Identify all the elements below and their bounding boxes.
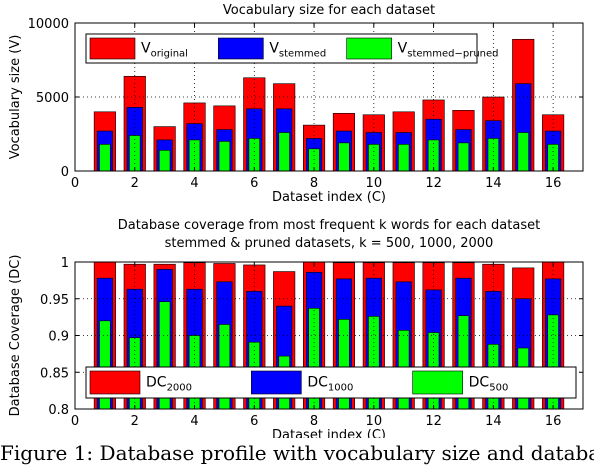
x-tick-label: 6 (250, 414, 258, 429)
x-tick-label: 0 (71, 176, 79, 191)
bar-stemmed-pruned-13 (457, 142, 470, 172)
legend-swatch (89, 370, 141, 395)
y-tick-label: 0.9 (48, 330, 69, 345)
x-tick-label: 4 (190, 176, 198, 191)
x-tick-label: 4 (190, 414, 198, 429)
legend-entry: Vstemmed−pruned (398, 41, 499, 60)
legend-box (85, 33, 478, 64)
chart-title: Vocabulary size for each dataset (223, 3, 435, 18)
x-tick-label: 16 (545, 176, 562, 191)
y-tick-label: 10000 (28, 17, 69, 32)
x-tick-label: 10 (366, 414, 383, 429)
chart-1: Vocabulary size for each dataset 0 2 4 6 8 10 1… (8, 3, 584, 205)
ticks: 0 2 4 6 8 10 12 14 16 0.8 0.85 0.9 0.95 1 (40, 256, 583, 429)
legend-entry: Voriginal (141, 41, 188, 60)
figure-caption: Figure 1: Database profile with vocabula… (0, 441, 594, 465)
bars (93, 38, 565, 172)
y-tick-label: 0 (61, 165, 69, 180)
bar-stemmed-pruned-7 (278, 132, 290, 172)
chart-title: Database coverage from most frequent k w… (118, 218, 540, 233)
legend-swatch (251, 370, 302, 395)
y-tick-label: 0.85 (40, 366, 69, 381)
y-axis-label: Vocabulary size (V) (8, 35, 23, 160)
x-tick-label: 2 (131, 414, 139, 429)
x-tick-label: 2 (131, 176, 139, 191)
legend-entry: DC1000 (307, 375, 353, 394)
bar-stemmed-pruned-1 (99, 144, 111, 172)
x-tick-label: 14 (485, 176, 502, 191)
x-axis-label: Dataset index (C) (272, 190, 386, 205)
x-tick-label: 0 (71, 414, 79, 429)
y-tick-label: 5000 (36, 91, 69, 106)
bar-stemmed-pruned-15 (517, 132, 529, 172)
legend-box (85, 366, 577, 399)
y-tick-label: 0.95 (40, 293, 69, 308)
legend: DC2000 DC1000 DC500 (85, 366, 577, 399)
legend: Voriginal Vstemmed Vstemmed−pruned (85, 33, 499, 64)
legend-swatch (346, 37, 392, 60)
legend-swatch (218, 37, 264, 60)
legend-entry: DC500 (469, 375, 509, 394)
x-tick-label: 12 (425, 176, 442, 191)
x-tick-label: 8 (310, 176, 318, 191)
legend-entry: Vstemmed (269, 41, 326, 60)
legend-entry: DC2000 (146, 375, 192, 394)
x-tick-label: 6 (250, 176, 258, 191)
bar-stemmed-pruned-9 (338, 142, 350, 172)
y-axis-label: Database Coverage (DC) (8, 255, 23, 417)
legend-swatch (89, 37, 136, 60)
bar-stemmed-pruned-5 (218, 141, 231, 172)
legend-swatch (412, 370, 463, 395)
x-tick-label: 12 (425, 414, 442, 429)
chart-subtitle: stemmed & pruned datasets, k = 500, 1000… (165, 236, 494, 251)
bar-stemmed-pruned-2 (129, 135, 141, 172)
bar-stemmed-pruned-3 (158, 149, 171, 172)
x-tick-label: 14 (485, 414, 502, 429)
x-tick-label: 10 (366, 176, 383, 191)
x-tick-label: 8 (310, 414, 318, 429)
x-tick-label: 16 (545, 414, 562, 429)
x-axis-label: Dataset index (C) (272, 428, 386, 438)
ticks: 0 2 4 6 8 10 12 14 16 0 5000 10000 (28, 17, 583, 191)
chart-2: Database coverage from most frequent k w… (8, 218, 584, 438)
bar-stemmed-pruned-11 (398, 144, 410, 172)
y-tick-label: 1 (61, 256, 69, 271)
y-tick-label: 0.8 (48, 403, 69, 418)
